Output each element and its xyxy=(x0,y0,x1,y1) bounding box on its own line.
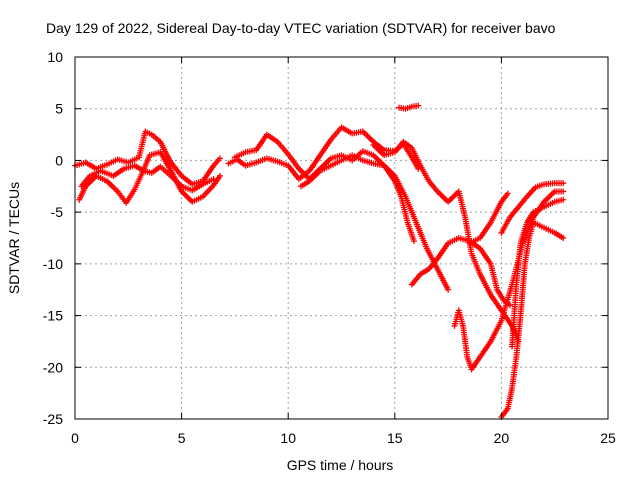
data-point xyxy=(410,238,417,245)
data-point xyxy=(504,190,511,197)
series-sat-i xyxy=(408,235,513,309)
chart-title: Day 129 of 2022, Sidereal Day-to-day VTE… xyxy=(46,20,556,36)
series-sat-h xyxy=(396,102,422,112)
data-point xyxy=(560,180,567,187)
series-sat-m xyxy=(509,196,567,350)
data-point xyxy=(216,155,223,162)
series-sat-b xyxy=(76,149,223,206)
data-point xyxy=(560,196,567,203)
x-axis-label: GPS time / hours xyxy=(287,457,394,473)
axis-ticks: 0 5 10 15 20 25 -25 -20 -15 -10 -5 0 5 10 xyxy=(43,49,616,446)
y-tick-label: -10 xyxy=(43,256,63,272)
y-tick-label: -5 xyxy=(51,204,64,220)
y-tick-label: -15 xyxy=(43,308,63,324)
y-tick-label: 0 xyxy=(55,152,63,168)
x-tick-label: 0 xyxy=(71,430,79,446)
series-sat-k xyxy=(466,190,511,247)
y-axis-label: SDTVAR / TECUs xyxy=(6,182,22,294)
series-sat-l xyxy=(498,219,567,420)
x-tick-label: 15 xyxy=(387,430,403,446)
data-series xyxy=(72,102,567,420)
series-sat-g xyxy=(370,138,522,345)
series-sat-n xyxy=(498,180,567,236)
y-tick-label: -20 xyxy=(43,359,63,375)
data-point xyxy=(560,235,567,241)
data-point xyxy=(216,172,223,179)
x-tick-label: 20 xyxy=(494,430,510,446)
data-point xyxy=(445,286,452,293)
y-tick-label: -25 xyxy=(43,411,63,427)
y-tick-label: 5 xyxy=(55,101,63,117)
x-tick-label: 10 xyxy=(280,430,296,446)
data-point xyxy=(415,165,422,172)
series-sat-f xyxy=(297,152,452,293)
series-sat-a xyxy=(72,128,223,188)
y-tick-label: 10 xyxy=(47,49,63,65)
series-sat-c xyxy=(78,162,217,194)
plot-frame xyxy=(74,56,609,420)
data-point xyxy=(210,176,217,183)
x-tick-label: 25 xyxy=(600,430,616,446)
x-tick-label: 5 xyxy=(178,430,186,446)
data-point xyxy=(415,102,422,109)
data-point xyxy=(560,188,567,195)
